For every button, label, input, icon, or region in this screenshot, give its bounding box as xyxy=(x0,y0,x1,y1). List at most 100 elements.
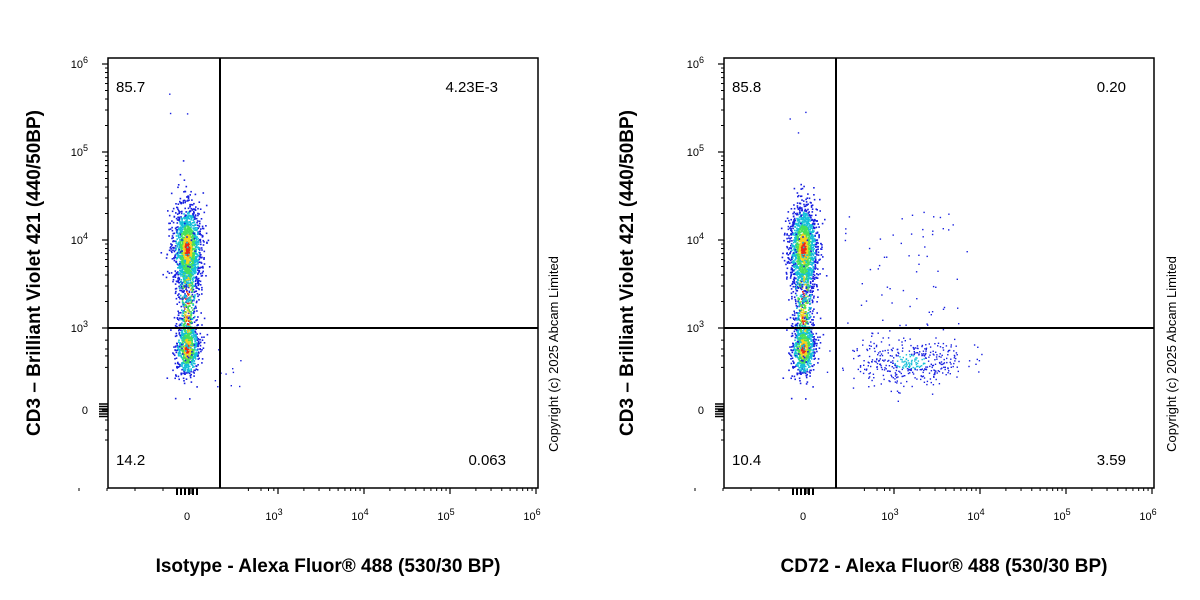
event-dot xyxy=(798,268,801,270)
event-dot xyxy=(808,371,811,373)
event-dot xyxy=(192,267,194,269)
event-dot xyxy=(798,245,800,248)
event-dot xyxy=(187,339,190,342)
event-dot xyxy=(810,294,812,296)
event-dot xyxy=(174,358,176,360)
event-dot xyxy=(805,278,808,280)
event-dot xyxy=(187,317,190,320)
event-dot xyxy=(178,217,181,219)
event-dot xyxy=(179,226,181,229)
event-dot xyxy=(816,301,818,303)
event-dot xyxy=(175,287,178,290)
event-dot xyxy=(814,256,816,259)
x-axis-label: Isotype - Alexa Fluor® 488 (530/30 BP) xyxy=(156,556,501,577)
event-dot xyxy=(176,303,178,305)
event-dot xyxy=(184,304,187,306)
event-dot xyxy=(186,264,189,267)
event-dot xyxy=(800,369,802,372)
event-dot xyxy=(787,211,790,213)
event-dot xyxy=(800,352,803,355)
event-dot xyxy=(185,354,188,357)
event-dot xyxy=(797,334,800,337)
event-dot xyxy=(801,240,803,243)
event-dot xyxy=(815,267,817,269)
event-dot xyxy=(801,254,803,256)
event-dot xyxy=(789,247,791,249)
event-dot xyxy=(187,319,189,321)
event-dot xyxy=(193,291,196,293)
event-dot xyxy=(185,234,188,237)
event-dot xyxy=(196,310,198,312)
event-dot xyxy=(817,251,820,254)
event-dot xyxy=(808,273,811,276)
event-dot xyxy=(186,289,188,292)
event-dot xyxy=(797,256,799,259)
event-dot xyxy=(782,252,784,255)
event-dot xyxy=(184,367,187,370)
event-dot xyxy=(802,363,805,366)
event-dot xyxy=(791,243,793,246)
event-dot xyxy=(811,211,814,213)
event-dot xyxy=(180,337,183,339)
event-dot xyxy=(801,287,804,289)
event-dot xyxy=(806,239,809,242)
event-dot xyxy=(195,229,198,232)
event-dot xyxy=(806,214,809,216)
event-dot xyxy=(194,315,196,318)
event-dot xyxy=(190,345,192,348)
event-dot xyxy=(171,229,174,232)
event-dot xyxy=(178,246,181,248)
event-dot xyxy=(811,240,814,243)
event-dot xyxy=(190,369,192,371)
event-dot xyxy=(793,219,795,221)
event-dot xyxy=(191,334,193,337)
event-dot xyxy=(804,216,807,219)
event-dot xyxy=(793,352,796,355)
event-dot xyxy=(800,341,803,344)
event-dot xyxy=(790,335,793,338)
event-dot xyxy=(816,277,818,279)
event-dot xyxy=(797,322,799,325)
event-dot xyxy=(818,226,820,228)
event-dot xyxy=(810,241,813,244)
event-dot xyxy=(190,300,193,303)
event-dot xyxy=(188,316,190,319)
event-dot xyxy=(796,213,798,216)
event-dot xyxy=(800,227,803,229)
event-dot xyxy=(807,229,809,232)
event-dot xyxy=(187,371,190,374)
event-dot xyxy=(184,315,187,318)
event-dot xyxy=(810,331,813,334)
event-dot xyxy=(187,215,190,218)
event-dot xyxy=(200,262,203,264)
event-dot xyxy=(813,223,816,226)
event-dot xyxy=(798,228,800,230)
event-dot xyxy=(180,372,182,375)
event-dot xyxy=(805,271,807,273)
event-dot xyxy=(189,279,192,282)
event-dot xyxy=(808,352,810,354)
event-dot xyxy=(814,283,816,286)
event-dot xyxy=(803,326,806,328)
event-dot xyxy=(196,253,198,256)
event-dot xyxy=(803,280,805,282)
event-dot xyxy=(799,353,801,356)
event-dot xyxy=(188,329,191,331)
event-dot xyxy=(792,285,795,288)
event-dot xyxy=(804,225,807,228)
event-dot xyxy=(799,345,802,347)
event-dot xyxy=(192,304,194,306)
event-dot xyxy=(808,329,811,332)
event-dot xyxy=(803,290,805,292)
event-dot xyxy=(800,214,802,216)
event-dot xyxy=(190,361,192,363)
event-dot xyxy=(810,248,813,250)
event-dot xyxy=(188,238,190,241)
event-dot xyxy=(176,317,179,319)
event-dot xyxy=(812,273,815,276)
event-dot xyxy=(796,202,799,204)
event-dot xyxy=(182,245,185,248)
event-dot xyxy=(186,259,189,261)
event-dot xyxy=(193,232,195,234)
event-dot xyxy=(813,308,815,310)
